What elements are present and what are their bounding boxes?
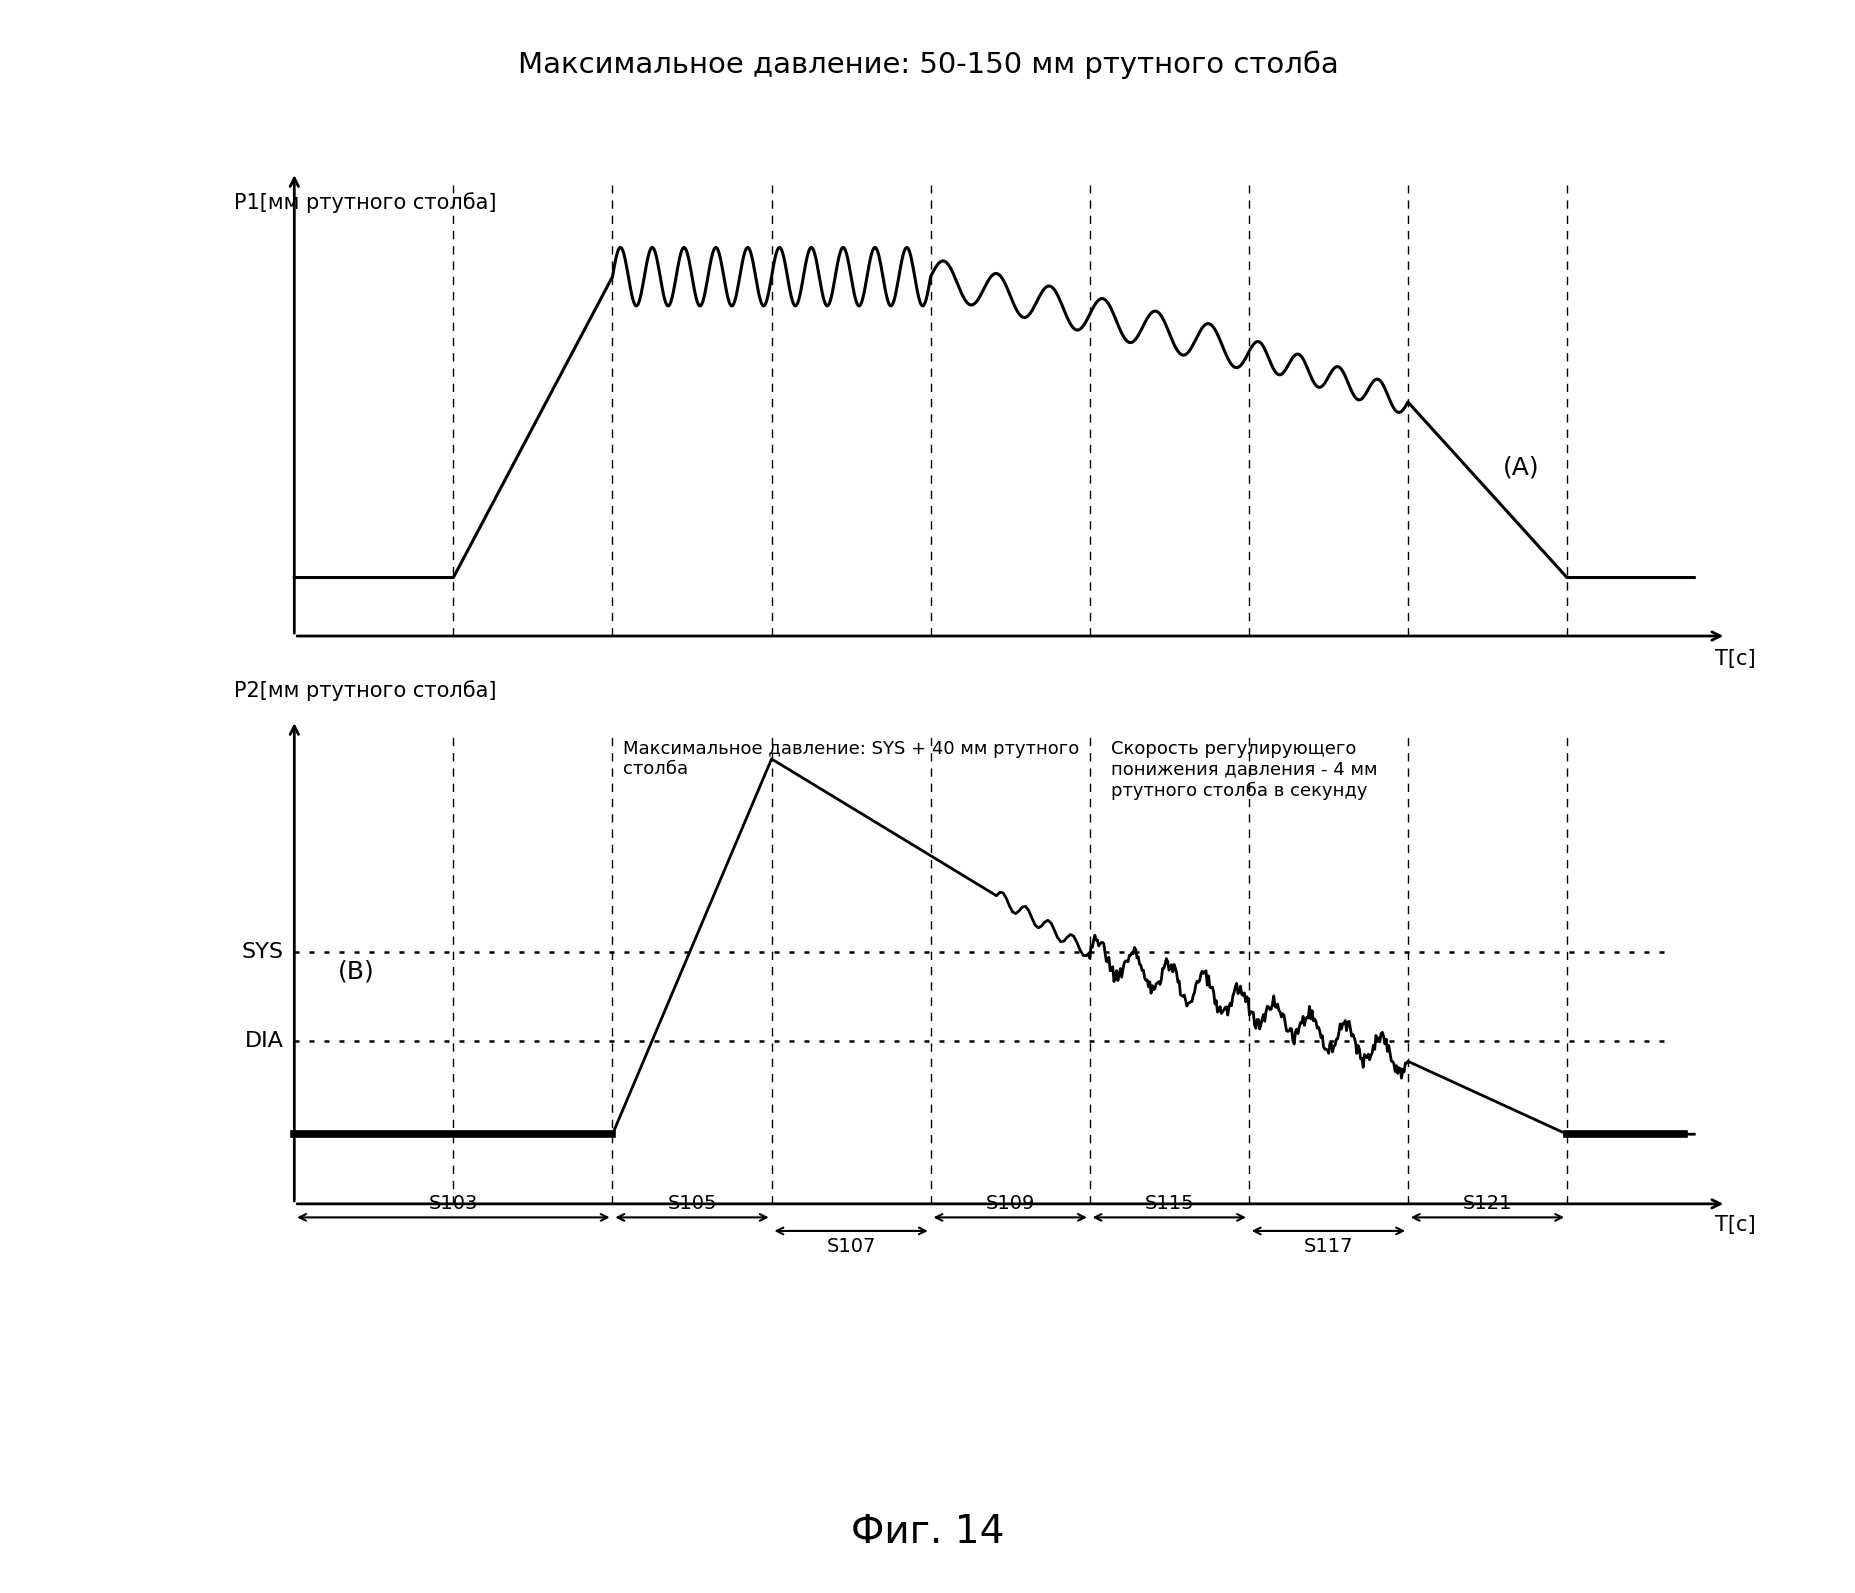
Text: P1[мм ртутного столба]: P1[мм ртутного столба] (234, 191, 495, 213)
Text: S109: S109 (985, 1193, 1035, 1212)
Text: S103: S103 (429, 1193, 479, 1212)
Text: P2[мм ртутного столба]: P2[мм ртутного столба] (234, 680, 495, 701)
Text: T[с]: T[с] (1714, 1215, 1755, 1236)
Text: S115: S115 (1145, 1193, 1193, 1212)
Text: S117: S117 (1302, 1236, 1352, 1255)
Text: (A): (A) (1503, 456, 1540, 479)
Text: (B): (B) (338, 959, 375, 984)
Text: SYS: SYS (241, 943, 284, 962)
Text: S105: S105 (668, 1193, 716, 1212)
Text: S121: S121 (1462, 1193, 1512, 1212)
Text: Максимальное давление: SYS + 40 мм ртутного
столба: Максимальное давление: SYS + 40 мм ртутн… (623, 739, 1080, 779)
Text: Максимальное давление: 50-150 мм ртутного столба: Максимальное давление: 50-150 мм ртутног… (518, 51, 1337, 80)
Text: Скорость регулирующего
понижения давления - 4 мм
ртутного столба в секунду: Скорость регулирующего понижения давлени… (1111, 739, 1376, 800)
Text: T[с]: T[с] (1714, 648, 1755, 669)
Text: Фиг. 14: Фиг. 14 (851, 1513, 1004, 1552)
Text: DIA: DIA (245, 1031, 284, 1051)
Text: S107: S107 (825, 1236, 876, 1255)
